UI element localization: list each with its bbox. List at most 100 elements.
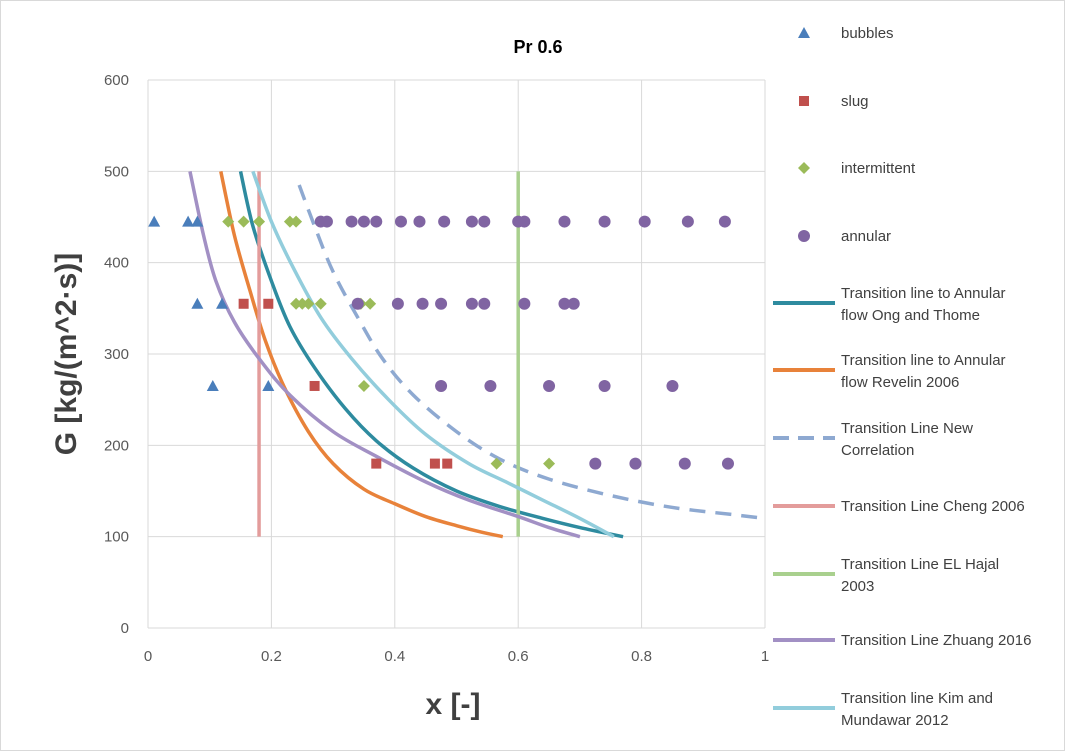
data-point-bubbles <box>262 379 275 391</box>
data-point-annular <box>681 215 694 228</box>
x-tick-label: 0.4 <box>384 648 405 665</box>
data-point-annular <box>478 297 491 310</box>
legend-label-bubbles: bubbles <box>841 25 894 42</box>
data-point-intermittent <box>302 297 315 310</box>
data-point-annular <box>351 297 364 310</box>
data-point-bubbles <box>216 297 229 309</box>
data-point-slug <box>371 458 382 469</box>
legend-label-annular: annular <box>841 228 891 245</box>
data-point-annular <box>484 379 497 392</box>
x-tick-label: 0.8 <box>631 648 652 665</box>
x-tick-label: 0.6 <box>508 648 529 665</box>
data-point-annular <box>666 379 679 392</box>
data-point-bubbles <box>206 379 219 391</box>
tick-labels: 0 0.2 0.4 0.6 0.8 1 0 100 200 300 400 500 600 <box>104 72 769 665</box>
data-point-bubbles <box>148 215 161 227</box>
x-axis-title: x [-] <box>426 688 481 721</box>
x-tick-label: 1 <box>761 648 769 665</box>
data-point-annular <box>394 215 407 228</box>
data-point-annular <box>357 215 370 228</box>
data-point-annular <box>558 297 571 310</box>
legend-label-transition-line-kim-and-mundawar-2012: Transition line Kim and Mundawar 2012 <box>841 690 993 729</box>
legend-label-transition-line-cheng-2006: Transition Line Cheng 2006 <box>841 498 1025 515</box>
legend-label-transition-line-new-correlation: Transition Line New Correlation <box>841 420 973 459</box>
x-tick-label: 0.2 <box>261 648 282 665</box>
data-point-slug <box>309 380 320 391</box>
data-point-annular <box>370 215 383 228</box>
data-point-annular <box>416 297 429 310</box>
data-point-slug <box>238 298 249 309</box>
legend: bubbles slug intermittent annular Transition… <box>773 25 1031 729</box>
data-point-slug <box>263 298 274 309</box>
legend-label-transition-line-el-hajal-2003: Transition Line EL Hajal 2003 <box>841 556 999 595</box>
y-tick-label: 100 <box>104 529 129 546</box>
data-point-annular <box>598 215 611 228</box>
legend-label-slug: slug <box>841 93 869 110</box>
data-point-intermittent <box>296 297 309 310</box>
data-point-intermittent <box>364 297 377 310</box>
y-tick-label: 500 <box>104 163 129 180</box>
series-line-transition-line-to-annular-flow-revelin-2006 <box>219 170 504 539</box>
y-tick-label: 0 <box>121 620 129 637</box>
data-point-annular <box>638 215 651 228</box>
series-line-transition-line-new-correlation <box>297 184 766 521</box>
data-point-annular <box>435 379 448 392</box>
y-axis-title: G [kg/(m^2·s)] <box>50 253 83 456</box>
data-point-annular <box>478 215 491 228</box>
data-point-intermittent <box>222 215 235 228</box>
data-point-bubbles <box>191 297 204 309</box>
data-point-annular <box>558 215 571 228</box>
y-tick-label: 400 <box>104 255 129 272</box>
data-point-intermittent <box>314 297 327 310</box>
data-point-annular <box>721 457 734 470</box>
data-point-intermittent <box>543 457 556 470</box>
data-point-intermittent <box>290 297 303 310</box>
data-point-annular <box>518 297 531 310</box>
data-point-slug <box>429 458 440 469</box>
legend-marker-annular <box>798 230 810 242</box>
legend-label-transition-line-to-annular-flow-revelin-2006: Transition line to Annular flow Revelin 2… <box>841 352 1006 391</box>
data-point-intermittent <box>253 215 266 228</box>
gridlines <box>147 79 766 629</box>
data-point-annular <box>678 457 691 470</box>
data-point-bubbles <box>191 215 204 227</box>
y-tick-label: 600 <box>104 72 129 89</box>
data-point-intermittent <box>357 379 370 392</box>
data-point-annular <box>435 297 448 310</box>
y-tick-label: 200 <box>104 437 129 454</box>
legend-label-transition-line-to-annular-flow-ong-and-thome: Transition line to Annular flow Ong and T… <box>841 285 1006 324</box>
legend-marker-intermittent <box>798 162 810 174</box>
x-tick-label: 0 <box>144 648 152 665</box>
series-line-transition-line-to-annular-flow-ong-and-thome <box>238 170 624 539</box>
data-point-annular <box>438 215 451 228</box>
legend-label-intermittent: intermittent <box>841 160 916 177</box>
data-point-slug <box>442 458 453 469</box>
data-point-annular <box>465 215 478 228</box>
data-point-annular <box>567 297 580 310</box>
legend-marker-slug <box>799 96 809 106</box>
data-markers <box>148 215 734 470</box>
data-point-annular <box>629 457 642 470</box>
chart-title: Pr 0.6 <box>513 37 562 57</box>
data-point-annular <box>598 379 611 392</box>
data-point-intermittent <box>290 215 303 228</box>
data-point-intermittent <box>237 215 250 228</box>
transition-lines <box>188 170 766 539</box>
data-point-annular <box>413 215 426 228</box>
data-point-annular <box>518 215 531 228</box>
legend-marker-bubbles <box>798 27 810 38</box>
legend-label-transition-line-zhuang-2016: Transition Line Zhuang 2016 <box>841 632 1031 649</box>
data-point-annular <box>718 215 731 228</box>
data-point-intermittent <box>283 215 296 228</box>
series-line-transition-line-kim-and-mundawar-2012 <box>251 170 615 539</box>
data-point-annular <box>345 215 358 228</box>
data-point-annular <box>465 297 478 310</box>
y-tick-label: 300 <box>104 346 129 363</box>
data-point-annular <box>589 457 602 470</box>
data-point-annular <box>391 297 404 310</box>
data-point-intermittent <box>490 457 503 470</box>
data-point-bubbles <box>182 215 195 227</box>
data-point-annular <box>543 379 556 392</box>
